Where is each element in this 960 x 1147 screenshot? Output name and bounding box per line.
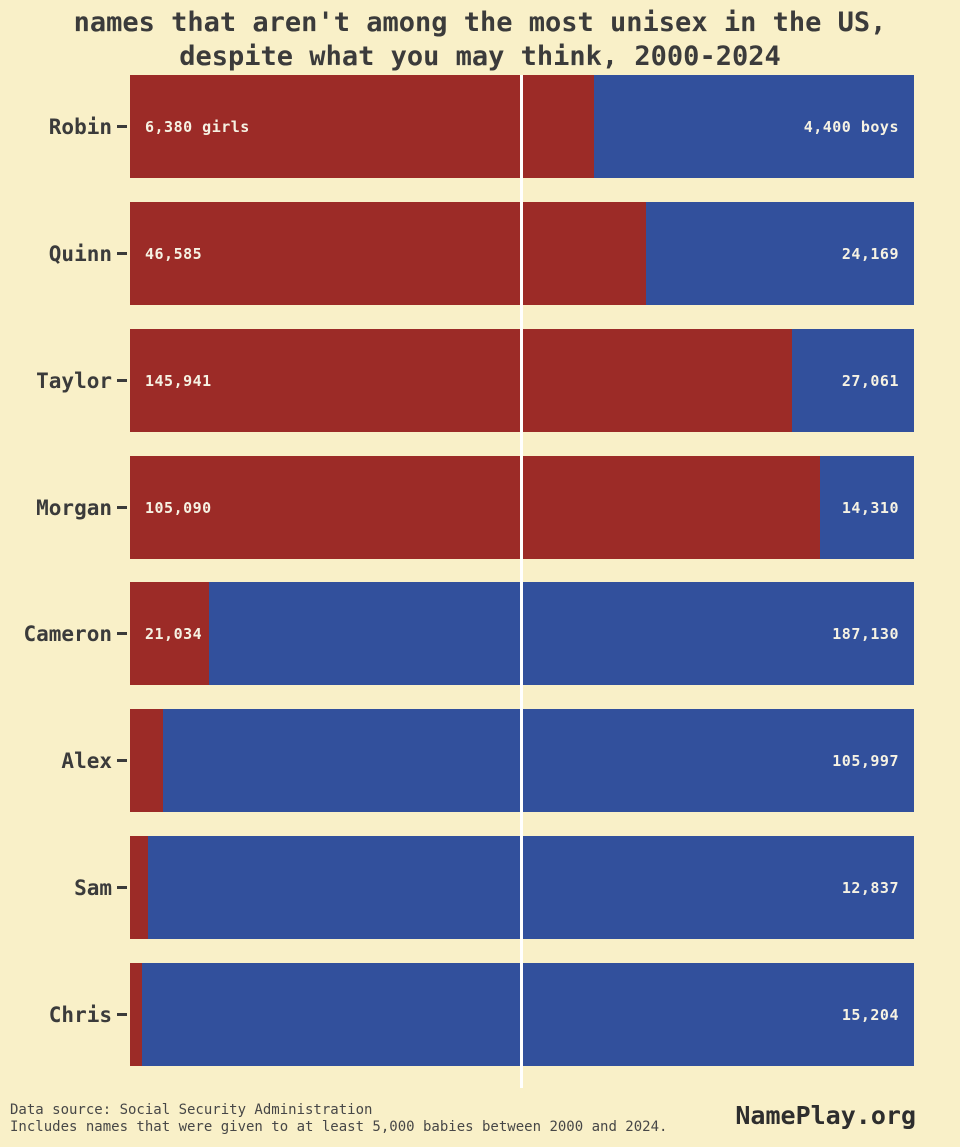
stacked-bar: 145,941 27,061: [130, 329, 914, 432]
girls-value-label: 145,941: [145, 371, 212, 390]
chart-row: Alex 105,997: [0, 709, 960, 812]
boys-value-label: 14,310: [841, 498, 899, 517]
boys-bar-segment: [819, 456, 914, 559]
chart-title: names that aren't among the most unisex …: [0, 6, 960, 74]
category-label: Alex: [61, 748, 112, 773]
girls-bar-segment: [130, 75, 595, 178]
center-reference-line: [520, 75, 523, 1088]
girls-value-label: 105,090: [145, 498, 212, 517]
chart-title-line1: names that aren't among the most unisex …: [73, 7, 887, 38]
chart-row: Taylor 145,941 27,061: [0, 329, 960, 432]
chart-row: Chris 15,204: [0, 963, 960, 1066]
data-source-note: Data source: Social Security Administrat…: [10, 1102, 373, 1118]
tick-mark: [117, 759, 127, 762]
girls-bar-segment: [130, 709, 163, 812]
category-label: Morgan: [36, 495, 112, 520]
boys-value-label: 105,997: [832, 751, 899, 770]
girls-bar-segment: [130, 202, 646, 305]
chart-title-line2: despite what you may think, 2000-2024: [179, 41, 781, 72]
boys-bar-segment: [791, 329, 914, 432]
category-label: Quinn: [48, 241, 112, 266]
stacked-bar: 6,380 girls 4,400 boys: [130, 75, 914, 178]
chart-row: Quinn 46,585 24,169: [0, 202, 960, 305]
inclusion-note: Includes names that were given to at lea…: [10, 1119, 668, 1135]
chart-area: Robin 6,380 girls 4,400 boys Quinn 46,585 24,…: [0, 75, 960, 1090]
boys-bar-segment: [594, 75, 914, 178]
category-label: Robin: [48, 114, 112, 139]
boys-value-label: 15,204: [841, 1005, 899, 1024]
category-label: Chris: [48, 1002, 112, 1027]
tick-mark: [117, 506, 127, 509]
tick-mark: [117, 379, 127, 382]
tick-mark: [117, 886, 127, 889]
girls-value-label: 21,034: [145, 624, 203, 643]
boys-value-label: 24,169: [841, 244, 899, 263]
category-label: Taylor: [36, 368, 112, 393]
girls-bar-segment: [130, 456, 820, 559]
tick-mark: [117, 1013, 127, 1016]
category-label: Cameron: [23, 621, 112, 646]
stacked-bar: 12,837: [130, 836, 914, 939]
stacked-bar: 15,204: [130, 963, 914, 1066]
stacked-bar: 105,997: [130, 709, 914, 812]
boys-bar-segment: [162, 709, 914, 812]
tick-mark: [117, 125, 127, 128]
tick-mark: [117, 632, 127, 635]
boys-value-label: 27,061: [841, 371, 899, 390]
girls-bar-segment: [130, 836, 149, 939]
girls-value-label: 6,380 girls: [145, 117, 250, 136]
girls-bar-segment: [130, 329, 792, 432]
chart-row: Morgan 105,090 14,310: [0, 456, 960, 559]
girls-bar-segment: [130, 963, 142, 1066]
boys-value-label: 12,837: [841, 878, 899, 897]
chart-row: Sam 12,837: [0, 836, 960, 939]
boys-value-label: 4,400 boys: [803, 117, 899, 136]
stacked-bar: 105,090 14,310: [130, 456, 914, 559]
boys-bar-segment: [148, 836, 914, 939]
tick-mark: [117, 252, 127, 255]
stacked-bar: 46,585 24,169: [130, 202, 914, 305]
category-label: Sam: [74, 875, 112, 900]
boys-bar-segment: [209, 582, 914, 685]
boys-value-label: 187,130: [832, 624, 899, 643]
girls-value-label: 46,585: [145, 244, 203, 263]
stacked-bar: 21,034 187,130: [130, 582, 914, 685]
chart-row: Cameron 21,034 187,130: [0, 582, 960, 685]
girls-bar-segment: [130, 582, 210, 685]
chart-row: Robin 6,380 girls 4,400 boys: [0, 75, 960, 178]
boys-bar-segment: [141, 963, 914, 1066]
boys-bar-segment: [645, 202, 914, 305]
brand-logo: NamePlay.org: [735, 1101, 916, 1130]
